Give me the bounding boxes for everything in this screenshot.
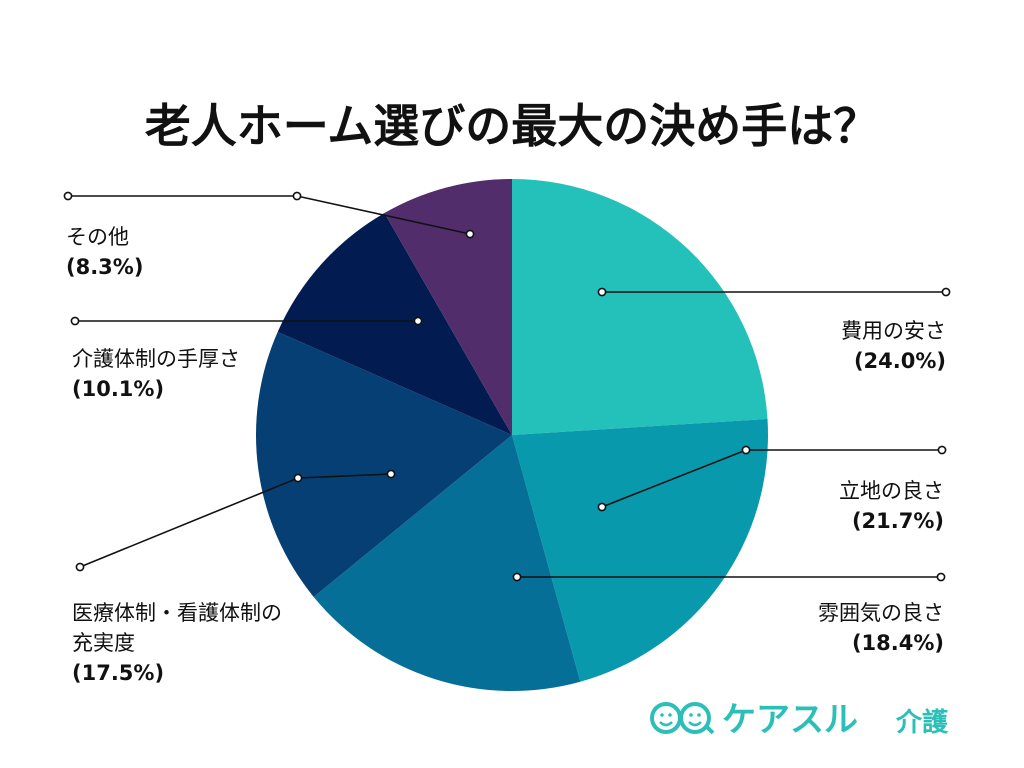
leader-dot-other-0	[465, 229, 475, 239]
pie-slice-cost	[512, 179, 768, 435]
leader-dot-medical-nursing-0	[386, 469, 396, 479]
leader-dot-atmosphere-1	[936, 572, 946, 582]
pie-slices	[256, 179, 768, 691]
chart-title: 老人ホーム選びの最大の決め手は？	[145, 99, 880, 153]
pie-slice-care-staff	[277, 213, 512, 435]
leader-dot-medical-nursing-2	[75, 562, 85, 572]
pie-slice-location	[512, 418, 768, 682]
leader-dot-medical-nursing-1	[293, 473, 303, 483]
slice-percent-medical-nursing: (17.5%)	[72, 661, 164, 685]
slice-percent-care-staff: (10.1%)	[72, 377, 164, 401]
leader-dot-care-staff-1	[70, 316, 80, 326]
slice-label-atmosphere: 雰囲気の良さ	[818, 601, 944, 625]
leader-dot-other-2	[63, 191, 73, 201]
leader-dot-atmosphere-0	[512, 572, 522, 582]
slice-percent-other: (8.3%)	[66, 255, 143, 279]
slice-percent-atmosphere: (18.4%)	[852, 631, 944, 655]
slice-label-medical-nursing-line-2: 充実度	[72, 631, 135, 655]
pie-slice-other	[384, 179, 512, 435]
slice-percent-location: (21.7%)	[852, 509, 944, 533]
leader-dot-location-2	[937, 445, 947, 455]
pie-slice-atmosphere	[313, 435, 581, 691]
brand-name: ケアスル	[722, 700, 858, 740]
leader-dot-cost-0	[597, 287, 607, 297]
leader-dot-care-staff-0	[413, 316, 423, 326]
slice-labels: 費用の安さ (24.0%) 立地の良さ (21.7%) 雰囲気の良さ (18.4%) 医療体…	[66, 225, 946, 685]
brand-logo: ケアスル 介護	[650, 700, 949, 740]
slice-label-care-staff: 介護体制の手厚さ	[72, 347, 240, 371]
leader-dot-cost-1	[941, 287, 951, 297]
leader-dot-location-1	[741, 445, 751, 455]
slice-label-location: 立地の良さ	[839, 479, 944, 503]
brand-sub: 介護	[895, 707, 949, 738]
leader-dot-location-0	[597, 502, 607, 512]
slice-label-cost: 費用の安さ	[841, 319, 946, 343]
pie-slice-medical-nursing	[256, 331, 512, 597]
care-face-logo-icon	[650, 702, 715, 735]
leader-dot-other-1	[292, 191, 302, 201]
slice-label-other: その他	[66, 225, 129, 249]
slice-label-medical-nursing-line-1: 医療体制・看護体制の	[72, 601, 282, 625]
leader-lines	[63, 191, 951, 582]
slice-percent-cost: (24.0%)	[854, 349, 946, 373]
